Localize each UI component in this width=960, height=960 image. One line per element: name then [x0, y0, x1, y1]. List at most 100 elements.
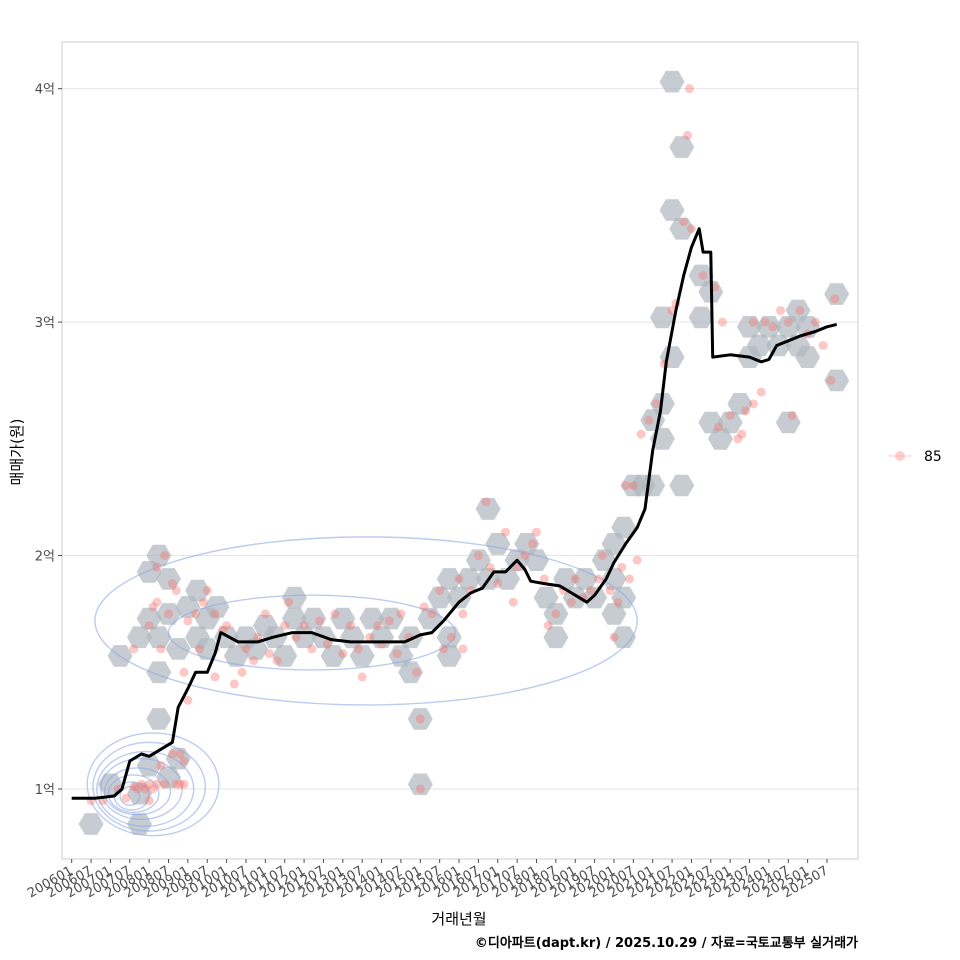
scatter-point — [171, 586, 181, 596]
hex-bin — [611, 626, 637, 649]
hex-bin — [669, 474, 695, 497]
scatter-point — [501, 527, 511, 537]
density-contour — [94, 536, 638, 706]
scatter-point — [644, 415, 654, 425]
hex-bin — [146, 544, 172, 567]
scatter-point — [322, 639, 332, 649]
hex-bin — [514, 533, 540, 555]
legend-label: 85 — [924, 449, 942, 465]
scatter-point — [458, 609, 468, 619]
scatter-point — [272, 656, 282, 666]
hex-bin — [775, 411, 801, 434]
scatter-point — [144, 796, 154, 806]
scatter-point — [164, 609, 174, 619]
scatter-point — [291, 632, 301, 642]
hex-bin — [349, 645, 375, 667]
hex-bin — [601, 603, 627, 625]
scatter-point — [818, 340, 828, 350]
scatter-point — [179, 756, 189, 766]
scatter-point — [284, 597, 294, 607]
hex-bin — [378, 607, 404, 630]
hex-bin — [649, 306, 675, 329]
hex-bin — [659, 199, 685, 221]
legend-point-icon — [895, 451, 905, 461]
scatter-point — [392, 649, 402, 659]
density-contour — [107, 774, 160, 814]
hex-bin — [669, 217, 695, 240]
y-axis-title: 매매가(원) — [8, 419, 26, 486]
scatter-point — [198, 597, 208, 607]
scatter-point — [152, 562, 162, 572]
scatter-point — [330, 609, 340, 619]
scatter-point — [121, 793, 131, 803]
scatter-point — [685, 84, 695, 94]
scatter-point — [160, 779, 170, 789]
trend-line — [71, 227, 838, 800]
hex-bin — [553, 568, 579, 590]
scatter-point — [737, 429, 747, 439]
y-tick-label: 4억 — [35, 83, 55, 98]
hex-bin — [146, 708, 172, 730]
hex-bin — [465, 549, 491, 571]
scatter-point — [481, 497, 491, 507]
x-axis: 2006012006072007012007072008012008072009… — [25, 859, 831, 901]
scatter-point — [508, 597, 518, 607]
scatter-point — [532, 527, 542, 537]
scatter-point — [741, 406, 751, 416]
scatter-point — [260, 609, 270, 619]
scatter-point — [179, 667, 189, 677]
hex-bin — [407, 773, 433, 796]
scatter-point — [783, 317, 793, 327]
hex-bin — [146, 626, 172, 649]
hex-bin — [272, 645, 298, 667]
scatter-point — [152, 779, 162, 789]
scatter-point — [458, 644, 468, 654]
hex-bin — [698, 411, 724, 434]
hex-bin — [156, 603, 181, 625]
x-axis-title: 거래년월 — [431, 910, 486, 928]
hex-bin — [456, 568, 482, 590]
scatter-point — [698, 270, 708, 280]
scatter-point — [733, 434, 743, 444]
scatter-point — [617, 562, 627, 572]
scatter-point — [686, 224, 696, 234]
hex-bin — [795, 346, 821, 368]
scatter-point — [129, 644, 139, 654]
hex-bin — [407, 708, 433, 730]
hex-bin — [127, 626, 152, 649]
hex-bin — [436, 568, 462, 590]
scatter-point — [776, 305, 786, 315]
hex-bin — [320, 645, 346, 667]
scatter-point — [760, 317, 770, 327]
density-contour — [92, 741, 207, 832]
hex-bin — [611, 516, 637, 539]
scatter-point — [167, 749, 177, 759]
hex-bin — [136, 561, 162, 583]
scatter-point — [175, 779, 185, 789]
scatter-point — [520, 551, 530, 561]
hex-bin — [495, 568, 520, 590]
y-axis: 1억 2억 3억 4억 — [35, 83, 62, 798]
scatter-point — [133, 784, 143, 794]
density-contour — [119, 785, 141, 807]
scatter-point — [652, 399, 662, 409]
scatter-point — [570, 574, 580, 584]
scatter-point — [365, 632, 375, 642]
scatter-point — [539, 574, 549, 584]
scatter-point — [179, 779, 189, 789]
scatter-point — [191, 609, 201, 619]
hex-bin — [301, 607, 327, 630]
hex-bin — [78, 813, 104, 835]
scatter-point — [171, 779, 181, 789]
scatter-point — [679, 217, 689, 227]
scatter-point — [136, 779, 146, 789]
scatter-point — [346, 621, 356, 631]
hex-bin — [185, 579, 211, 602]
scatter-point — [636, 429, 646, 439]
hex-bin — [165, 747, 191, 770]
scatter-point — [787, 410, 797, 420]
scatter-point — [543, 621, 553, 631]
hex-bin — [582, 586, 608, 609]
hex-bin — [398, 661, 424, 684]
scatter-point — [144, 621, 154, 631]
